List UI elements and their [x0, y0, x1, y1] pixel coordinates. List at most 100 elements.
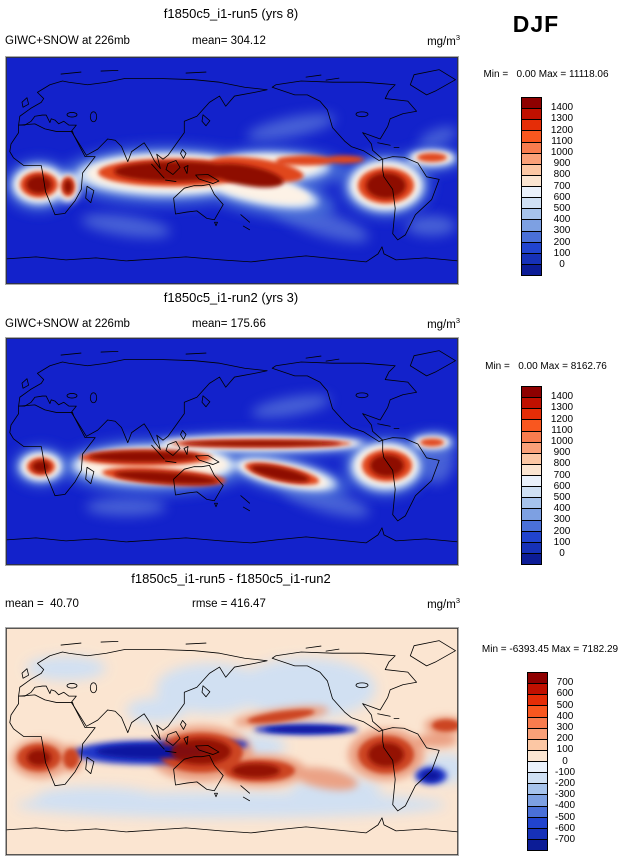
panel3-title: f1850c5_i1-run5 - f1850c5_i1-run2 [131, 571, 331, 586]
colorbar-tick-label: 1400 [550, 391, 574, 403]
colorbar-tick-label: 700 [553, 469, 571, 481]
colorbar-tick-label: 1000 [550, 147, 574, 158]
colorbar-tick-label: 300 [553, 514, 571, 526]
unit-exponent: 3 [455, 596, 460, 605]
unit-base: mg/m [427, 318, 456, 331]
colorbar-segment [522, 141, 541, 153]
colorbar-segment [522, 230, 541, 242]
colorbar-segment [522, 497, 541, 509]
colorbar-tick-label: 800 [553, 169, 571, 181]
colorbar-tick-label: 1000 [550, 436, 574, 447]
panel1-title: f1850c5_i1-run5 (yrs 8) [163, 6, 299, 21]
colorbar-segment [528, 716, 547, 728]
panel2-title: f1850c5_i1-run2 (yrs 3) [163, 290, 299, 305]
colorbar-segment [522, 530, 541, 542]
colorbar-tick-label: -100 [554, 766, 575, 778]
colorbar-tick-label: 1300 [550, 113, 574, 125]
panel1-colorbar-labels: 1400 1300 1200 1100 1000 900 800 700 600 500 400 30… [545, 103, 579, 271]
colorbar-segment [522, 152, 541, 164]
colorbar-segment [522, 387, 541, 398]
colorbar-segment [522, 441, 541, 453]
season-label: DJF [512, 11, 560, 37]
colorbar-tick-label: 1200 [550, 413, 574, 425]
colorbar-segment [528, 827, 547, 839]
panel3-minmax: Min = -6393.45 Max = 7182.29 [481, 644, 619, 655]
colorbar-segment [522, 197, 541, 209]
colorbar-tick-label: -600 [554, 822, 575, 834]
panel2-colorbar-labels: 1400 1300 1200 1100 1000 900 800 700 600 500 400 30… [545, 392, 579, 560]
colorbar-segment [528, 772, 547, 784]
colorbar-segment [522, 119, 541, 131]
colorbar-tick-label: 300 [556, 722, 574, 733]
colorbar-segment [528, 816, 547, 828]
map-frame [6, 628, 458, 855]
map-diff-canvas [6, 628, 458, 855]
colorbar-tick-label: 100 [553, 536, 571, 548]
panel1-mean-label: mean= 304.12 [192, 35, 266, 47]
colorbar-tick-label: -700 [554, 834, 575, 846]
colorbar-segment [522, 108, 541, 120]
colorbar-segment [522, 541, 541, 553]
colorbar-tick-label: 100 [556, 744, 574, 756]
colorbar-tick-label: 900 [553, 447, 571, 459]
colorbar-tick-label: 1400 [550, 102, 574, 114]
panel1-variable-label: GIWC+SNOW at 226mb [5, 35, 130, 47]
colorbar-segment [522, 130, 541, 142]
panel3-mean-label: mean = 40.70 [5, 598, 79, 610]
map-run2 [5, 337, 459, 566]
colorbar-tick-label: 200 [553, 236, 571, 248]
panel3-colorbar-labels: 700 600 500 400 300 200 100 0 -100 -200 -300 -400 -5… [548, 678, 582, 846]
colorbar-tick-label: 1200 [550, 124, 574, 136]
colorbar-tick-label: 0 [562, 755, 568, 767]
panel2-units-label: mg/m3 [427, 316, 460, 331]
colorbar-tick-label: -500 [554, 811, 575, 823]
colorbar-tick-label: 100 [553, 247, 571, 259]
colorbar-segment [528, 761, 547, 773]
panel3-rmse-label: rmse = 416.47 [192, 598, 266, 610]
panel1-units-label: mg/m3 [427, 33, 460, 48]
colorbar-segment [522, 419, 541, 431]
colorbar-tick-label: 800 [553, 458, 571, 470]
panel1-colorbar [521, 97, 542, 276]
colorbar-tick-label: 500 [553, 203, 571, 215]
map-run5 [5, 56, 459, 285]
colorbar-segment [522, 463, 541, 475]
panel1-minmax: Min = 0.00 Max = 11118.06 [483, 69, 609, 80]
colorbar-segment [528, 794, 547, 806]
colorbar-segment [528, 727, 547, 739]
colorbar-segment [522, 98, 541, 109]
panel3-colorbar [527, 672, 548, 851]
panel2-minmax: Min = 0.00 Max = 8162.76 [485, 361, 607, 372]
colorbar-tick-label: 600 [553, 191, 571, 203]
panel2-colorbar [521, 386, 542, 565]
map-run2-field [13, 394, 458, 518]
unit-exponent: 3 [455, 316, 460, 325]
colorbar-segment [528, 694, 547, 706]
colorbar-segment [522, 241, 541, 253]
colorbar-segment [528, 805, 547, 817]
map-frame [6, 338, 458, 565]
colorbar-tick-label: 600 [553, 480, 571, 492]
colorbar-segment [528, 683, 547, 695]
colorbar-tick-label: 700 [553, 180, 571, 192]
colorbar-tick-label: 500 [553, 492, 571, 504]
colorbar-segment [528, 783, 547, 795]
colorbar-tick-label: 200 [553, 525, 571, 537]
colorbar-segment [522, 486, 541, 498]
map-frame [6, 57, 458, 284]
colorbar-tick-label: 1300 [550, 402, 574, 414]
colorbar-tick-label: 300 [553, 225, 571, 237]
colorbar-tick-label: 200 [556, 733, 574, 745]
colorbar-tick-label: 700 [556, 677, 574, 689]
colorbar-segment [522, 452, 541, 464]
colorbar-tick-label: -300 [554, 789, 575, 801]
map-run2-canvas [6, 338, 458, 565]
colorbar-segment [522, 163, 541, 175]
colorbar-segment [522, 186, 541, 198]
colorbar-segment [522, 397, 541, 409]
colorbar-tick-label: 600 [556, 688, 574, 700]
colorbar-segment [522, 430, 541, 442]
colorbar-segment [528, 838, 547, 850]
colorbar-segment [522, 408, 541, 420]
